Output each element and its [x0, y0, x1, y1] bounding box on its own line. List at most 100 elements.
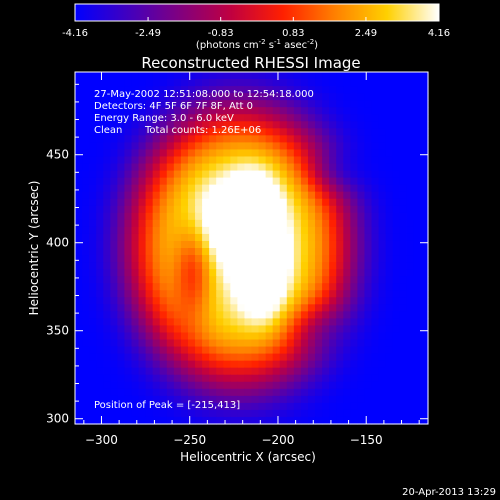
heatmap-cell — [293, 107, 302, 115]
heatmap-cell — [343, 79, 351, 87]
heatmap-cell — [300, 388, 309, 397]
heatmap-cell — [216, 416, 224, 425]
heatmap-cell — [286, 360, 295, 369]
heatmap-cell — [124, 276, 133, 284]
heatmap-cell — [89, 339, 97, 348]
heatmap-cell — [166, 416, 175, 425]
heatmap-cell — [420, 79, 429, 87]
heatmap-cell — [272, 107, 281, 115]
heatmap-cell — [279, 86, 288, 94]
heatmap-cell — [265, 121, 274, 129]
heatmap-cell — [307, 248, 316, 256]
heatmap-cell — [315, 297, 323, 305]
heatmap-cell — [180, 156, 189, 165]
heatmap-cell — [286, 311, 295, 319]
heatmap-cell — [237, 388, 246, 397]
heatmap-cell — [420, 318, 429, 327]
heatmap-cell — [420, 219, 429, 228]
heatmap-cell — [82, 248, 90, 256]
heatmap-cell — [216, 163, 224, 172]
heatmap-cell — [103, 184, 111, 193]
heatmap-cell — [329, 409, 337, 418]
heatmap-cell — [117, 198, 126, 207]
heatmap-cell — [166, 367, 175, 376]
heatmap-cell — [230, 107, 238, 115]
heatmap-cell — [251, 360, 260, 369]
heatmap-cell — [209, 205, 217, 214]
heatmap-cell — [307, 135, 316, 143]
heatmap-cell — [265, 219, 274, 228]
heatmap-cell — [322, 107, 330, 115]
heatmap-cell — [307, 128, 316, 136]
heatmap-cell — [343, 149, 351, 158]
heatmap-cell — [272, 149, 281, 158]
heatmap-cell — [357, 93, 366, 101]
heatmap-cell — [124, 395, 133, 404]
heatmap-cell — [202, 86, 210, 94]
heatmap-cell — [364, 219, 373, 228]
heatmap-cell — [385, 262, 394, 270]
heatmap-cell — [173, 388, 182, 397]
heatmap-cell — [364, 248, 373, 256]
heatmap-cell — [315, 318, 323, 327]
heatmap-cell — [223, 128, 231, 136]
heatmap-cell — [343, 346, 351, 355]
heatmap-cell — [244, 184, 253, 193]
heatmap-cell — [399, 226, 408, 235]
heatmap-cell — [286, 177, 295, 186]
heatmap-cell — [89, 283, 97, 291]
heatmap-cell — [103, 191, 111, 200]
heatmap-cell — [180, 248, 189, 256]
heatmap-cell — [420, 93, 429, 101]
heatmap-cell — [96, 142, 104, 151]
heatmap-cell — [329, 262, 337, 270]
heatmap-cell — [392, 346, 401, 355]
heatmap-cell — [103, 367, 111, 376]
heatmap-cell — [96, 304, 104, 312]
heatmap-cell — [237, 114, 246, 122]
heatmap-cell — [307, 395, 316, 404]
heatmap-cell — [110, 93, 118, 101]
heatmap-cell — [131, 283, 140, 291]
heatmap-cell — [322, 339, 330, 348]
heatmap-cell — [138, 121, 147, 129]
heatmap-cell — [357, 177, 366, 186]
heatmap-cell — [180, 255, 189, 263]
heatmap-cell — [223, 86, 231, 94]
heatmap-cell — [265, 205, 274, 214]
heatmap-cell — [110, 184, 118, 193]
heatmap-cell — [420, 107, 429, 115]
heatmap-cell — [343, 142, 351, 151]
heatmap-cell — [152, 304, 161, 312]
heatmap-cell — [357, 233, 366, 242]
heatmap-cell — [152, 156, 161, 165]
heatmap-cell — [138, 269, 147, 277]
heatmap-cell — [145, 346, 154, 355]
heatmap-cell — [216, 240, 224, 249]
heatmap-cell — [343, 388, 351, 397]
heatmap-cell — [89, 311, 97, 319]
heatmap-cell — [350, 86, 358, 94]
heatmap-cell — [406, 276, 415, 284]
heatmap-cell — [159, 93, 168, 101]
heatmap-cell — [166, 205, 175, 214]
heatmap-cell — [385, 240, 394, 249]
colorbar-tick-label: 4.16 — [428, 28, 450, 39]
heatmap-cell — [96, 163, 104, 172]
heatmap-cell — [378, 93, 387, 101]
heatmap-cell — [82, 367, 90, 376]
heatmap-cell — [413, 86, 422, 94]
heatmap-cell — [265, 135, 274, 143]
heatmap-cell — [279, 72, 288, 80]
heatmap-cell — [286, 395, 295, 404]
heatmap-cell — [272, 374, 281, 383]
heatmap-cell — [244, 142, 253, 151]
heatmap-cell — [89, 149, 97, 158]
heatmap-cell — [103, 93, 111, 101]
heatmap-cell — [223, 339, 231, 348]
heatmap-cell — [159, 156, 168, 165]
heatmap-cell — [237, 283, 246, 291]
heatmap-cell — [230, 297, 238, 305]
heatmap-cell — [187, 233, 196, 242]
heatmap-cell — [385, 409, 394, 418]
